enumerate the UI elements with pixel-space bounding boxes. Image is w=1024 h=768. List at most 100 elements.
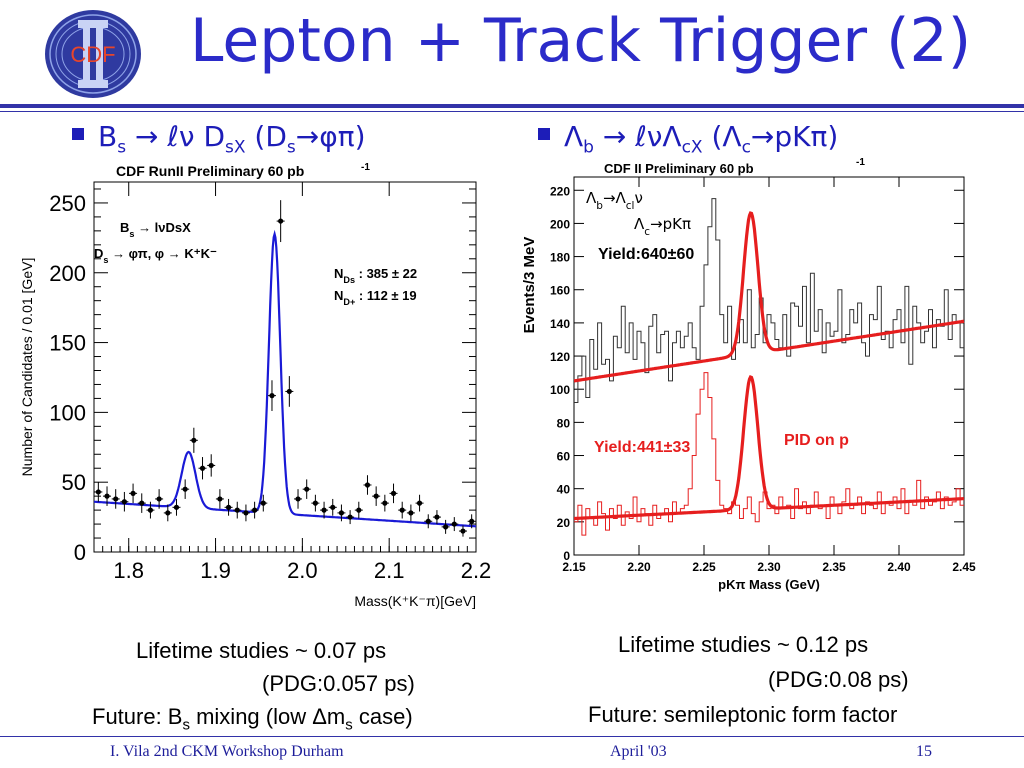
fit-curve (93, 229, 476, 528)
data-point (165, 510, 171, 516)
y-tick-label: 0 (74, 540, 86, 565)
data-point (364, 482, 371, 488)
title-divider-thin (0, 111, 1024, 112)
logo-text: CDF (70, 42, 115, 67)
data-point (390, 490, 397, 496)
y-tick-label: 120 (550, 350, 570, 364)
x-tick-label: 2.0 (287, 558, 318, 583)
plot-frame (573, 176, 965, 556)
y-tick-label: 200 (49, 261, 86, 286)
plot-title-superscript: -1 (361, 162, 370, 173)
data-point (330, 504, 336, 510)
histogram-pid-on-p (574, 372, 964, 536)
title-divider (0, 104, 1024, 108)
data-point (260, 500, 266, 506)
data-point (121, 499, 127, 505)
data-point (434, 514, 440, 520)
data-point (199, 465, 206, 471)
left-caption-1: Lifetime studies ~ 0.07 ps (136, 638, 387, 663)
data-point (321, 507, 327, 513)
plot-title-superscript: -1 (856, 157, 865, 168)
data-point (338, 510, 345, 516)
annotation-decay-ds: Ds → φπ, φ → K⁺K⁻ (94, 246, 217, 265)
data-point (295, 496, 301, 502)
x-tick-label: 1.9 (200, 558, 231, 583)
x-tick-label: 2.35 (822, 560, 846, 574)
x-axis-label: pKπ Mass (GeV) (718, 577, 820, 592)
data-point (399, 507, 405, 513)
data-point (304, 486, 310, 492)
data-point (286, 388, 292, 395)
x-tick-label: 2.25 (692, 560, 716, 574)
data-point (252, 507, 258, 513)
data-point (451, 521, 457, 527)
data-point (173, 504, 180, 510)
data-point (460, 528, 466, 534)
annotation-yield-ds: NDs : 385 ± 22 (334, 266, 417, 285)
data-point (147, 507, 154, 513)
y-tick-label: 0 (563, 549, 570, 563)
right-caption-2: (PDG:0.08 ps) (768, 667, 909, 692)
data-point (356, 507, 362, 513)
annotation-yield-pid: Yield:441±33 (594, 439, 690, 456)
footer-date: April '03 (610, 743, 667, 760)
data-point (225, 504, 232, 510)
annotation-decay-lambdac: Λc→pKπ (634, 215, 691, 238)
y-tick-label: 100 (49, 400, 86, 425)
data-point (182, 486, 188, 492)
right-caption-1: Lifetime studies ~ 0.12 ps (618, 632, 869, 657)
annotation-pid-on-p: PID on p (784, 432, 849, 449)
right-bullet-text: Λb → ℓνΛcX (Λc→pKπ) (564, 120, 839, 158)
bullet-square-icon (538, 128, 550, 140)
data-point (425, 518, 431, 524)
y-axis-label: Number of Candidates / 0.01 [GeV] (19, 258, 35, 477)
plot-frame (93, 181, 477, 553)
x-tick-label: 2.40 (887, 560, 911, 574)
footer-divider (0, 736, 1024, 737)
x-tick-label: 2.30 (757, 560, 781, 574)
data-point (408, 510, 414, 516)
data-point (469, 518, 475, 524)
annotation-yield-dplus: ND+ : 112 ± 19 (334, 288, 417, 307)
x-tick-label: 2.15 (562, 560, 586, 574)
y-tick-label: 80 (557, 416, 571, 430)
fit-curve-all-candidates (573, 211, 965, 383)
annotation-decay-lambdab: Λb→Λclν (586, 189, 643, 212)
footer-page-number: 15 (916, 743, 932, 760)
x-tick-label: 2.1 (374, 558, 405, 583)
left-caption-3: Future: Bs mixing (low Δms case) (92, 704, 413, 734)
right-bullet: Λb → ℓνΛcX (Λc→pKπ) (538, 120, 838, 158)
y-tick-label: 140 (550, 317, 570, 331)
data-point (156, 496, 162, 502)
left-bullet-text: Bs → ℓν DsX (Ds→φπ) (98, 120, 366, 158)
data-point (95, 489, 101, 495)
lambdac-mass-plot: CDF II Preliminary 60 pb -1 0 20 40 60 80 100 12… (521, 157, 976, 592)
data-point (243, 510, 249, 516)
data-point (312, 500, 318, 506)
data-point (234, 507, 240, 513)
data-point (347, 514, 353, 520)
data-point (104, 493, 110, 499)
data-point (373, 493, 379, 499)
data-point (113, 496, 119, 502)
y-tick-label: 160 (550, 284, 570, 298)
x-tick-label: 2.45 (952, 560, 976, 574)
annotation-decay-bs: Bs → lνDsX (120, 220, 191, 239)
slide-title: Lepton + Track Trigger (2) (190, 6, 972, 76)
x-tick-label: 2.20 (627, 560, 651, 574)
footer-author: I. Vila 2nd CKM Workshop Durham (110, 743, 344, 760)
y-tick-label: 150 (49, 331, 86, 356)
data-point (443, 524, 449, 530)
y-tick-label: 200 (550, 217, 570, 231)
y-tick-label: 40 (557, 483, 571, 497)
y-tick-label: 220 (550, 184, 570, 198)
left-caption-2: (PDG:0.057 ps) (262, 671, 415, 696)
fit-curve-pid-on-p (574, 374, 965, 521)
y-tick-label: 250 (49, 191, 86, 216)
data-point (278, 218, 284, 224)
right-caption-3: Future: semileptonic form factor (588, 702, 898, 727)
data-point (416, 500, 423, 506)
data-point (217, 496, 223, 502)
left-bullet: Bs → ℓν DsX (Ds→φπ) (72, 120, 366, 158)
ds-mass-plot: CDF RunII Preliminary 60 pb -1 0 50 100 150 20… (19, 162, 491, 609)
